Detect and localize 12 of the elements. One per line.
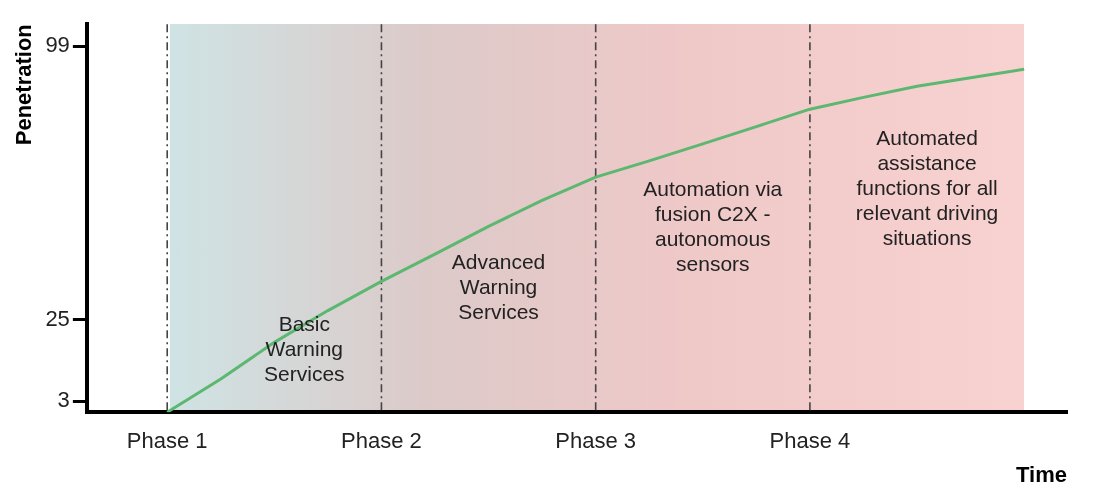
x-tick-label: Phase 1 (126, 428, 208, 454)
x-tick-label: Phase 3 (555, 428, 637, 454)
x-axis-title: Time (1016, 461, 1067, 487)
y-tick-label: 3 (57, 387, 70, 413)
annotation: Automation via fusion C2X - autonomous sensors (643, 176, 783, 275)
x-tick-label: Phase 2 (341, 428, 422, 454)
y-axis-title: Penetration (11, 24, 37, 146)
y-tick-label: 99 (45, 32, 70, 58)
annotation: Automated assistance functions for all relevant driving situations (855, 126, 999, 250)
annotation: Advanced Warning Services (451, 250, 546, 324)
y-tick-label: 25 (45, 305, 70, 331)
x-tick-label: Phase 4 (769, 428, 851, 454)
